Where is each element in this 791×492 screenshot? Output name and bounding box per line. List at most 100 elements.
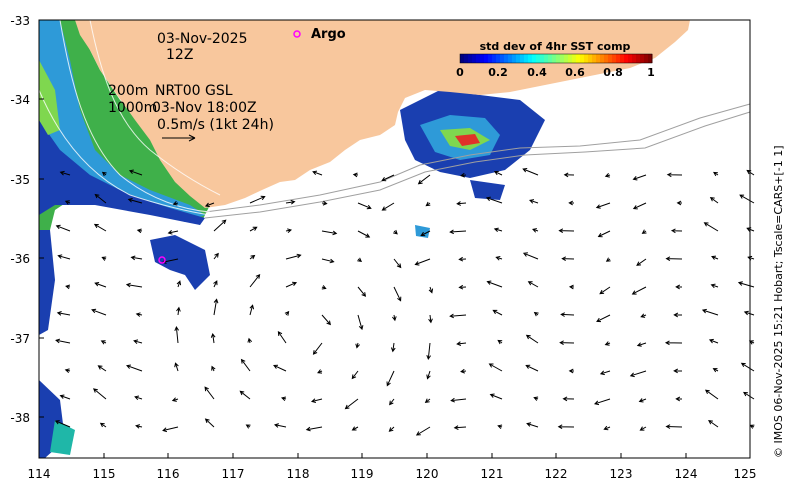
velocity-arrow (489, 393, 503, 400)
velocity-arrow (740, 362, 755, 372)
velocity-arrow (162, 426, 179, 433)
argo-marker[interactable] (293, 30, 301, 38)
colorbar-segment (476, 54, 481, 63)
velocity-arrow (127, 198, 143, 204)
velocity-arrow (357, 286, 367, 297)
velocity-arrow (559, 340, 575, 346)
velocity-arrow (743, 391, 755, 400)
velocity-arrow (709, 196, 719, 204)
velocity-arrow (557, 424, 575, 430)
velocity-arrow (321, 314, 331, 326)
velocity-arrow (453, 425, 467, 430)
velocity-arrow (596, 314, 611, 323)
velocity-arrow (703, 222, 719, 232)
velocity-arrow (522, 168, 539, 176)
velocity-arrow (210, 332, 216, 344)
velocity-arrow (64, 200, 71, 205)
velocity-arrow (351, 426, 359, 431)
velocity-arrow (136, 228, 143, 234)
colorbar-segment (544, 54, 549, 63)
velocity-arrow (92, 388, 107, 400)
velocity-arrow (167, 230, 179, 235)
colorbar-segment (472, 54, 477, 63)
colorbar-segment (492, 54, 497, 63)
colorbar-segment (548, 54, 553, 63)
velocity-arrow (381, 174, 395, 182)
velocity-arrow (458, 256, 467, 262)
velocity-arrow (211, 365, 216, 372)
velocity-arrow (558, 228, 575, 234)
velocity-arrow (176, 306, 181, 316)
velocity-arrow (529, 199, 539, 204)
colorbar-segment (488, 54, 493, 63)
velocity-arrow (249, 226, 258, 232)
colorbar-segment (600, 54, 605, 63)
colorbar-segment (480, 54, 485, 63)
velocity-arrow (568, 200, 575, 206)
velocity-arrow (249, 273, 261, 288)
map-hour: 12Z (166, 47, 193, 63)
velocity-arrow (425, 201, 431, 207)
velocity-arrow (312, 170, 323, 176)
velocity-arrow (91, 308, 107, 316)
velocity-arrow (101, 171, 107, 177)
colorbar-segment (572, 54, 577, 63)
velocity-arrow (239, 390, 251, 400)
velocity-arrow (126, 364, 143, 372)
velocity-arrow (249, 304, 255, 316)
velocity-arrow (632, 202, 647, 210)
colorbar-segment (536, 54, 541, 63)
velocity-arrow (388, 426, 395, 432)
velocity-arrow (594, 398, 611, 406)
velocity-arrow (393, 229, 398, 235)
x-tick-label: 125 (734, 467, 757, 481)
velocity-arrow (213, 219, 227, 232)
velocity-arrow (597, 230, 611, 238)
velocity-arrow (99, 422, 107, 428)
velocity-arrow (357, 257, 363, 263)
velocity-arrow (310, 398, 323, 403)
y-tick-label: -38 (10, 411, 30, 425)
velocity-arrow (449, 313, 467, 319)
colorbar-segment (628, 54, 633, 63)
velocity-arrow (639, 426, 647, 431)
velocity-arrow (673, 312, 683, 318)
velocity-arrow (249, 254, 256, 260)
colorbar-segment (624, 54, 629, 63)
velocity-arrow (94, 282, 107, 288)
colorbar-segment (620, 54, 625, 63)
credit-text: © IMOS 06-Nov-2025 15:21 Hobart; Tscale=… (772, 146, 785, 458)
velocity-arrow (277, 331, 287, 344)
velocity-arrow (415, 426, 431, 436)
velocity-arrow (321, 285, 327, 290)
velocity-arrow (665, 424, 683, 429)
argo-marker[interactable] (158, 256, 166, 264)
colorbar-segment (532, 54, 537, 63)
velocity-arrow (321, 230, 338, 236)
velocity-arrow (599, 370, 611, 376)
colorbar-segment (588, 54, 593, 63)
velocity-arrow (670, 228, 683, 234)
velocity-arrow (458, 284, 467, 290)
velocity-arrow (381, 202, 395, 211)
velocity-arrow (631, 286, 647, 295)
velocity-arrow (344, 398, 359, 410)
velocity-arrow (708, 419, 719, 428)
velocity-arrow (488, 363, 503, 372)
velocity-arrow (393, 286, 402, 302)
scale-arrow (162, 134, 196, 142)
velocity-arrow (273, 423, 287, 428)
velocity-arrow (134, 395, 143, 401)
velocity-arrow (673, 368, 683, 374)
velocity-arrow (204, 386, 215, 400)
colorbar (460, 54, 653, 63)
y-tick-label: -33 (10, 14, 30, 28)
product-time: 03-Nov 18:00Z (152, 100, 257, 116)
velocity-arrow (392, 314, 397, 322)
y-tick-label: -35 (10, 173, 30, 187)
x-tick-label: 115 (93, 467, 116, 481)
velocity-arrow (172, 201, 179, 206)
colorbar-segment (560, 54, 565, 63)
colorbar-segment (552, 54, 557, 63)
velocity-arrow (284, 310, 290, 316)
